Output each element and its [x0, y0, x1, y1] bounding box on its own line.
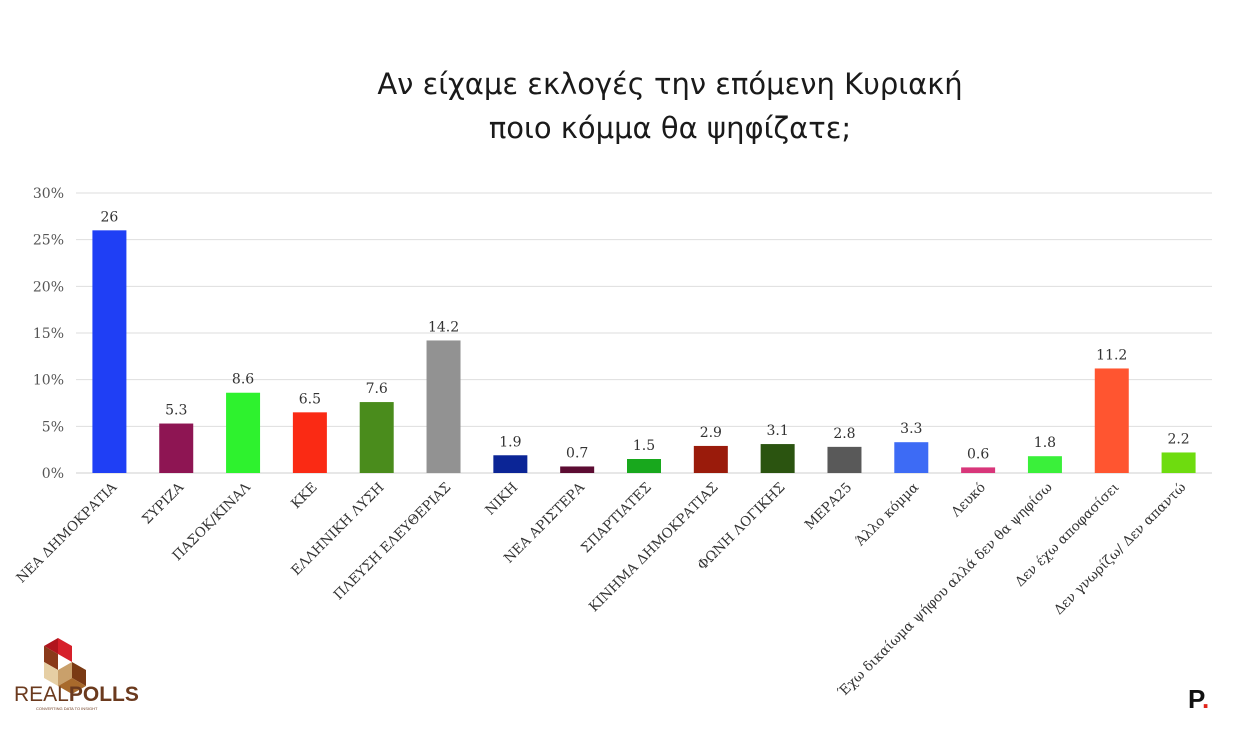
data-label: 2.9: [700, 425, 722, 441]
bar: [1094, 368, 1129, 473]
chart-title-line1: Αν είχαμε εκλογές την επόμενη Κυριακή: [377, 67, 963, 101]
data-label: 26: [100, 209, 118, 225]
data-label: 3.1: [767, 423, 789, 439]
bar: [292, 412, 327, 473]
data-label: 6.5: [299, 391, 321, 407]
data-label: 2.8: [833, 426, 855, 442]
x-tick-label: ΠΛΕΥΣΗ ΕΛΕΥΘΕΡΙΑΣ: [331, 480, 455, 604]
x-tick-label: ΚΚΕ: [288, 480, 321, 513]
x-tick-label: ΝΙΚΗ: [482, 479, 521, 518]
y-tick-label: 20%: [33, 279, 64, 295]
y-tick-label: 15%: [33, 326, 64, 342]
publisher-logo-dot: .: [1202, 684, 1210, 714]
gridlines: [76, 192, 1212, 474]
bar: [426, 340, 461, 473]
data-label: 0.7: [566, 445, 588, 461]
x-tick-label: Δεν γνωρίζω/ Δεν απαντώ: [1051, 480, 1190, 619]
x-tick-label: ΝΕΑ ΔΗΜΟΚΡΑΤΙΑ: [13, 479, 120, 586]
data-label: 1.5: [633, 438, 655, 454]
bar: [760, 444, 795, 473]
bar: [961, 467, 996, 473]
bar: [827, 446, 862, 473]
bar: [693, 445, 728, 473]
x-tick-label: ΣΠΑΡΤΙΑΤΕΣ: [578, 480, 655, 557]
data-label: 5.3: [165, 403, 187, 419]
bar: [560, 466, 595, 473]
data-label: 3.3: [900, 421, 922, 437]
y-tick-label: 10%: [33, 373, 64, 389]
data-label: 0.6: [967, 446, 989, 462]
bar: [359, 402, 394, 473]
bar: [1161, 452, 1196, 473]
logo-text-real: REAL: [14, 683, 69, 706]
data-label: 2.2: [1167, 431, 1189, 447]
chart-title: Αν είχαμε εκλογές την επόμενη Κυριακή πο…: [0, 62, 1255, 150]
publisher-logo-letter: P: [1188, 684, 1202, 714]
chart-title-line2: ποιο κόμμα θα ψηφίζατε;: [488, 111, 852, 145]
bar: [226, 392, 261, 473]
realpolls-logo-text: REALPOLLS: [14, 683, 139, 707]
realpolls-logo-icon: [44, 638, 86, 694]
data-label: 1.9: [499, 434, 521, 450]
x-tick-label: Λευκό: [948, 480, 989, 521]
y-tick-label: 30%: [33, 186, 64, 202]
data-label: 7.6: [366, 381, 388, 397]
y-tick-label: 0%: [42, 466, 64, 482]
data-label: 11.2: [1096, 347, 1127, 363]
bar: [493, 455, 528, 473]
y-tick-label: 25%: [33, 233, 64, 249]
logo-text-polls: POLLS: [68, 683, 139, 706]
bar: [159, 423, 194, 473]
data-labels: 26 5.3 8.6 6.5 7.6 14.2 1.9 0.7 1.5 2.9 3.1 2.8 3.3 0…: [100, 209, 1189, 462]
data-label: 1.8: [1034, 435, 1056, 451]
data-label: 8.6: [232, 372, 254, 388]
bar: [92, 230, 127, 473]
x-tick-label: ΣΥΡΙΖΑ: [139, 479, 187, 527]
realpolls-tagline: CONVERTING DATA TO INSIGHT: [36, 706, 98, 711]
y-axis-ticks: 0% 5% 10% 15% 20% 25% 30%: [33, 186, 64, 482]
y-tick-label: 5%: [42, 419, 64, 435]
x-tick-label: Άλλο κόμμα: [852, 480, 922, 550]
data-label: 14.2: [428, 319, 459, 335]
bars: [92, 230, 1196, 473]
bar: [1027, 456, 1062, 473]
bar: [894, 442, 929, 473]
publisher-logo: P.: [1188, 684, 1209, 715]
x-tick-label: ΚΙΝΗΜΑ ΔΗΜΟΚΡΑΤΙΑΣ: [586, 480, 722, 616]
bar: [627, 459, 661, 473]
x-tick-label: ΜΕΡΑ25: [802, 480, 856, 534]
